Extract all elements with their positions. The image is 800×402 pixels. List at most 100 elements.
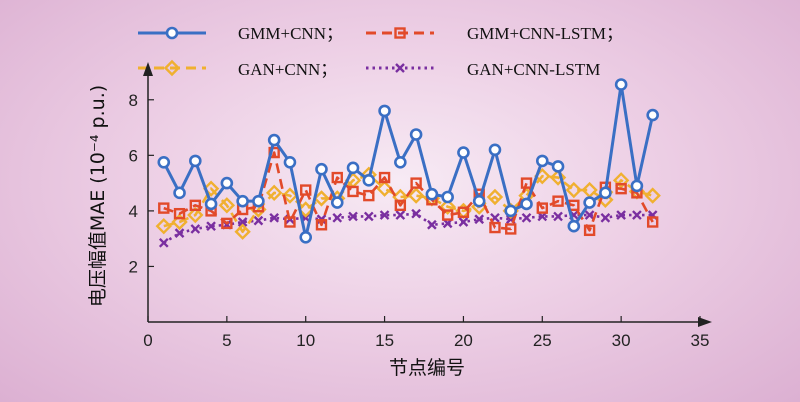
data-point bbox=[297, 201, 314, 218]
data-point bbox=[173, 186, 186, 200]
data-point bbox=[331, 171, 343, 184]
data-point bbox=[234, 223, 251, 240]
data-point bbox=[411, 208, 421, 219]
series-line bbox=[163, 151, 654, 232]
data-point bbox=[206, 221, 216, 232]
data-point bbox=[457, 206, 470, 218]
data-point bbox=[553, 211, 563, 222]
y-tick-label: 4 bbox=[129, 202, 138, 221]
legend-label-gan-cnn-lstm: GAN+CNN-LSTM bbox=[467, 60, 600, 79]
data-point bbox=[346, 161, 360, 175]
data-point bbox=[535, 154, 549, 168]
legend: GMM+CNN； GMM+CNN-LSTM； GAN+CNN； GAN+CNN-… bbox=[138, 24, 623, 79]
y-axis-title: 电压幅值MAE (10⁻⁴ p.u.) bbox=[87, 85, 109, 307]
legend-marker bbox=[395, 63, 405, 73]
data-point bbox=[614, 78, 628, 91]
plot-area bbox=[155, 78, 661, 248]
legend-marker bbox=[163, 59, 181, 77]
data-point bbox=[283, 155, 297, 169]
data-point bbox=[646, 216, 659, 228]
x-tick-label: 35 bbox=[691, 331, 710, 350]
data-point bbox=[427, 219, 437, 230]
data-point bbox=[425, 187, 439, 201]
data-point bbox=[221, 217, 233, 230]
axes: 0 5 10 15 20 25 30 35 2 4 6 8 bbox=[129, 62, 712, 350]
data-point bbox=[332, 212, 343, 223]
data-point bbox=[252, 194, 265, 208]
legend-sample-0 bbox=[138, 26, 206, 40]
data-point bbox=[410, 177, 422, 189]
data-point bbox=[378, 104, 391, 118]
data-point bbox=[395, 210, 406, 220]
data-point bbox=[202, 180, 220, 197]
data-point bbox=[315, 162, 328, 176]
data-point bbox=[218, 197, 236, 214]
data-point bbox=[583, 224, 596, 237]
legend-sample-2 bbox=[138, 59, 206, 77]
y-tick-label: 8 bbox=[129, 91, 138, 110]
data-point bbox=[265, 184, 283, 202]
data-point bbox=[158, 202, 170, 214]
data-point bbox=[520, 197, 533, 211]
data-point bbox=[646, 108, 659, 122]
x-axis-title: 节点编号 bbox=[389, 357, 465, 379]
data-point bbox=[486, 188, 504, 206]
data-point bbox=[236, 194, 249, 208]
data-point bbox=[189, 199, 202, 212]
data-point bbox=[583, 196, 596, 209]
data-point bbox=[300, 184, 312, 196]
data-point bbox=[552, 195, 564, 207]
data-point bbox=[521, 212, 532, 223]
data-point bbox=[362, 174, 376, 187]
data-point bbox=[394, 199, 407, 212]
x-tick-label: 10 bbox=[296, 331, 315, 350]
legend-sample-3 bbox=[366, 63, 434, 73]
data-point bbox=[281, 187, 299, 204]
data-point bbox=[600, 212, 611, 223]
data-point bbox=[474, 214, 485, 225]
data-point bbox=[190, 224, 201, 234]
data-point bbox=[363, 189, 375, 202]
data-point bbox=[348, 211, 358, 222]
data-point bbox=[504, 204, 518, 218]
x-tick-label: 5 bbox=[222, 331, 231, 350]
series-3 bbox=[158, 208, 658, 248]
data-point bbox=[269, 212, 280, 223]
data-point bbox=[347, 185, 359, 198]
data-point bbox=[299, 230, 313, 244]
data-point bbox=[551, 160, 565, 173]
data-point bbox=[612, 172, 630, 189]
x-tick-label: 25 bbox=[533, 331, 552, 350]
data-point bbox=[630, 179, 644, 193]
legend-marker bbox=[394, 27, 406, 39]
data-point bbox=[189, 154, 202, 168]
data-point bbox=[407, 187, 425, 204]
data-point bbox=[536, 202, 548, 214]
data-point bbox=[584, 210, 595, 220]
data-point bbox=[173, 207, 186, 220]
data-point bbox=[376, 180, 393, 197]
data-point bbox=[441, 209, 454, 221]
legend-marker bbox=[165, 26, 179, 40]
data-point bbox=[644, 187, 661, 204]
data-point bbox=[599, 186, 612, 200]
data-point bbox=[313, 190, 330, 207]
data-point bbox=[378, 171, 391, 184]
data-point bbox=[439, 198, 456, 215]
series-0 bbox=[157, 78, 659, 244]
legend-label-gan-cnn: GAN+CNN； bbox=[238, 60, 337, 79]
legend-label-gmm-cnn: GMM+CNN； bbox=[238, 24, 343, 43]
data-point bbox=[330, 196, 344, 209]
data-point bbox=[284, 216, 296, 228]
data-point bbox=[267, 133, 281, 147]
data-point bbox=[315, 219, 328, 231]
x-tick-label: 30 bbox=[612, 331, 631, 350]
data-point bbox=[237, 217, 248, 227]
y-tick-label: 6 bbox=[129, 146, 138, 165]
data-point bbox=[253, 215, 264, 226]
data-point bbox=[549, 169, 567, 186]
data-point bbox=[489, 221, 501, 234]
data-point bbox=[615, 182, 627, 195]
data-point bbox=[409, 128, 423, 141]
data-point bbox=[379, 210, 390, 220]
